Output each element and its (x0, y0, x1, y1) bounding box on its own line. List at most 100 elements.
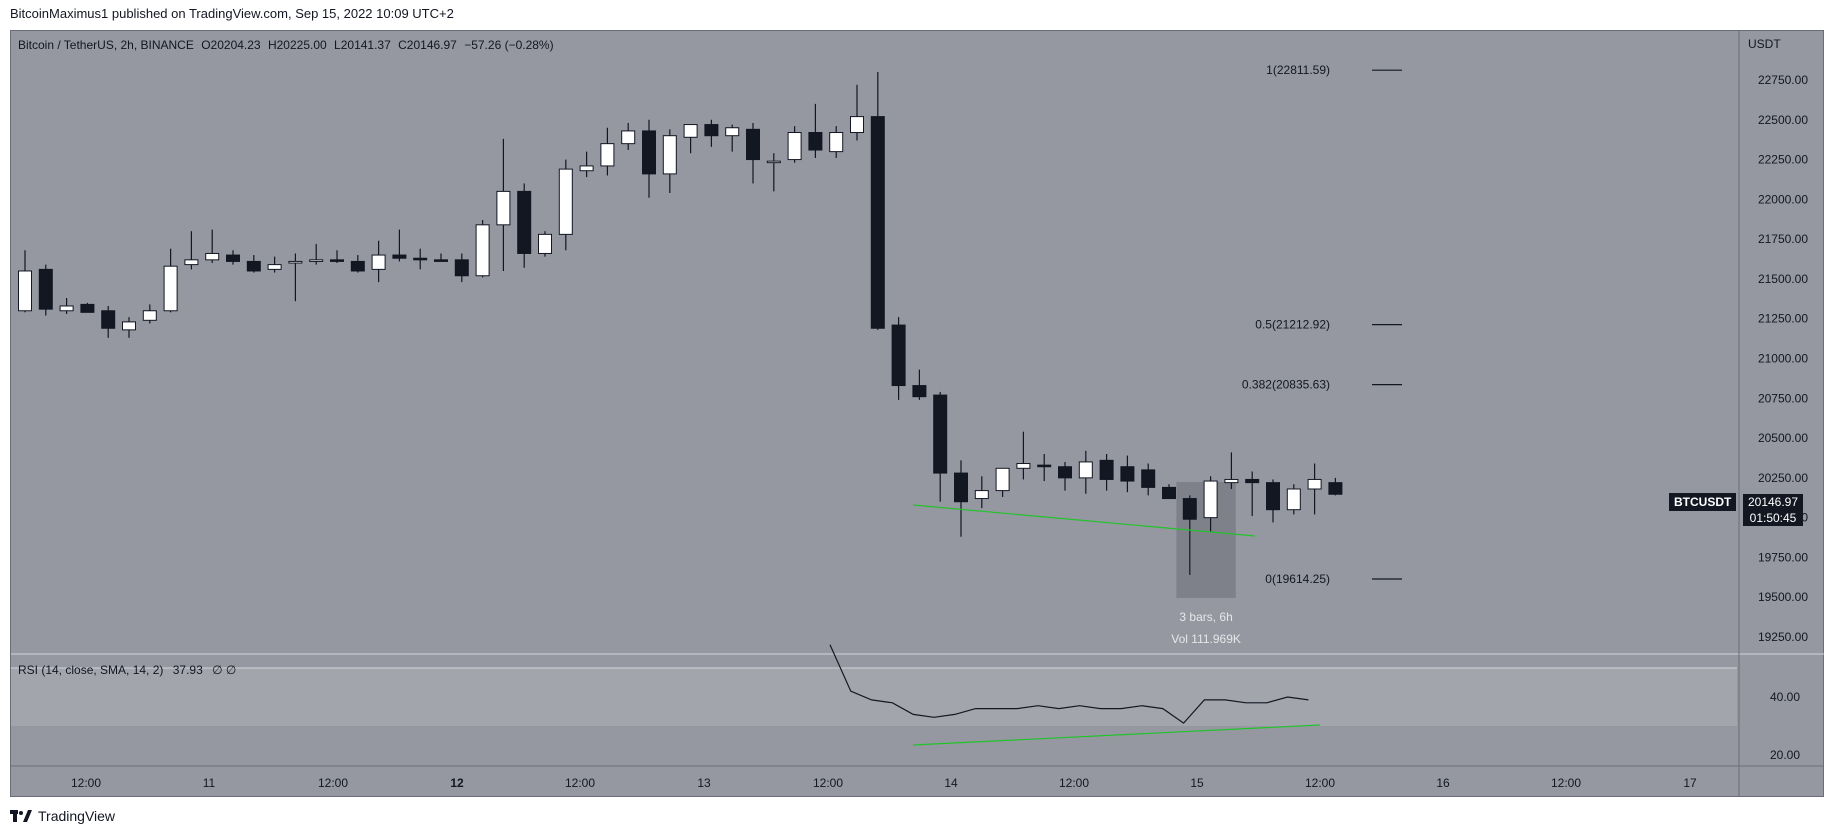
candle-body (1016, 463, 1031, 469)
candle-body (1120, 466, 1135, 482)
candle (933, 391, 948, 502)
candle-body (309, 259, 324, 262)
measure-bars-label: 3 bars, 6h (1179, 610, 1232, 624)
candle-body (226, 254, 240, 262)
candle (787, 126, 802, 163)
candle-body (454, 259, 469, 277)
candle (1245, 471, 1260, 517)
candle-body (1182, 498, 1197, 520)
candle-body (517, 190, 532, 254)
candle-body (101, 310, 116, 329)
candle-body (746, 128, 760, 161)
price-tick-label: 20250.00 (1758, 471, 1808, 485)
rsi-title[interactable]: RSI (14, close, SMA, 14, 2) (18, 663, 164, 677)
candle-body (371, 254, 386, 270)
time-tick-label: 12:00 (565, 776, 595, 790)
candle (184, 231, 199, 270)
candle (413, 248, 428, 270)
candle (1120, 455, 1135, 493)
candle-body (434, 259, 448, 262)
candle (371, 240, 386, 283)
candle (18, 250, 32, 313)
candle (226, 250, 240, 265)
price-tick-label: 22250.00 (1758, 153, 1808, 167)
price-tick-label: 19750.00 (1758, 550, 1808, 564)
publish-info: BitcoinMaximus1 published on TradingView… (10, 6, 454, 21)
candle-body (1203, 480, 1218, 519)
open-label: O (201, 38, 211, 52)
candle (1203, 476, 1218, 532)
candle-body (621, 130, 636, 145)
candle (1328, 477, 1343, 496)
candle-body (933, 394, 948, 474)
candle (662, 129, 677, 193)
open-value: 20204.23 (210, 38, 261, 52)
price-tick-label: 19500.00 (1758, 590, 1808, 604)
candle (1058, 461, 1072, 491)
symbol-title[interactable]: Bitcoin / TetherUS, 2h, BINANCE (18, 38, 194, 52)
candle-body (1224, 478, 1239, 484)
candle-body (558, 168, 573, 235)
fib-level-label: 1(22811.59) (1266, 63, 1330, 77)
candle (642, 119, 656, 198)
price-tick-label: 22000.00 (1758, 192, 1808, 206)
candles (18, 72, 1343, 575)
rsi-band (11, 668, 1737, 726)
fib-level-label: 0(19614.25) (1265, 572, 1330, 586)
candle-body (683, 124, 698, 138)
candle (454, 253, 469, 283)
candle (579, 151, 594, 178)
candle (912, 369, 927, 400)
candle (517, 183, 532, 268)
candle (1078, 450, 1093, 494)
candle-body (122, 321, 136, 331)
candle-body (600, 143, 615, 167)
change-value: −57.26 (−0.28%) (464, 38, 554, 52)
trendlines (912, 504, 1321, 746)
price-tick-label: 20750.00 (1758, 391, 1808, 405)
candle (246, 255, 261, 273)
candle (621, 122, 636, 151)
rsi-value: 37.93 (172, 663, 203, 677)
price-tick-label: 21250.00 (1758, 312, 1808, 326)
candle (392, 229, 407, 262)
price-tick-label: 21000.00 (1758, 352, 1808, 366)
candle (850, 84, 864, 141)
candle (683, 124, 698, 154)
rsi-trendline (912, 724, 1321, 746)
candle-body (662, 135, 677, 175)
rsi-line (829, 644, 1309, 724)
candle (288, 253, 303, 302)
candle-body (392, 254, 407, 259)
time-tick-label: 12:00 (1551, 776, 1581, 790)
price-tick-label: 22750.00 (1758, 73, 1808, 87)
candle (496, 138, 511, 271)
candle-body (267, 264, 282, 270)
time-tick-label: 15 (1190, 776, 1204, 790)
candle-body (579, 165, 594, 172)
rsi-tick-label: 40.00 (1770, 690, 1800, 704)
candle (1307, 463, 1322, 515)
candle-body (330, 259, 344, 262)
rsi-legend: RSI (14, close, SMA, 14, 2) 37.93 ∅ ∅ (18, 663, 236, 677)
currency-label: USDT (1748, 37, 1781, 51)
low-value: 20141.37 (340, 38, 391, 52)
candle-body (974, 490, 989, 500)
last-price-tag: 20146.97 (1743, 494, 1803, 510)
fibonacci-retracement: 1(22811.59) 0.5(21212.92) 0.382(20835.63) 0… (1242, 63, 1402, 586)
candle-body (766, 160, 781, 164)
fib-level-label: 0.382(20835.63) (1242, 378, 1330, 392)
tradingview-logo-icon (10, 810, 32, 822)
candle-body (538, 233, 552, 254)
candle (558, 159, 573, 251)
time-tick-label: 12:00 (813, 776, 843, 790)
candle (122, 317, 136, 338)
candle (1162, 484, 1176, 500)
footer-brand[interactable]: TradingView (10, 808, 115, 824)
candle-body (18, 270, 32, 312)
support-trendline (912, 504, 1256, 537)
candle-body (413, 257, 428, 261)
candle-body (1162, 486, 1176, 500)
time-tick-label: 12 (450, 776, 464, 790)
